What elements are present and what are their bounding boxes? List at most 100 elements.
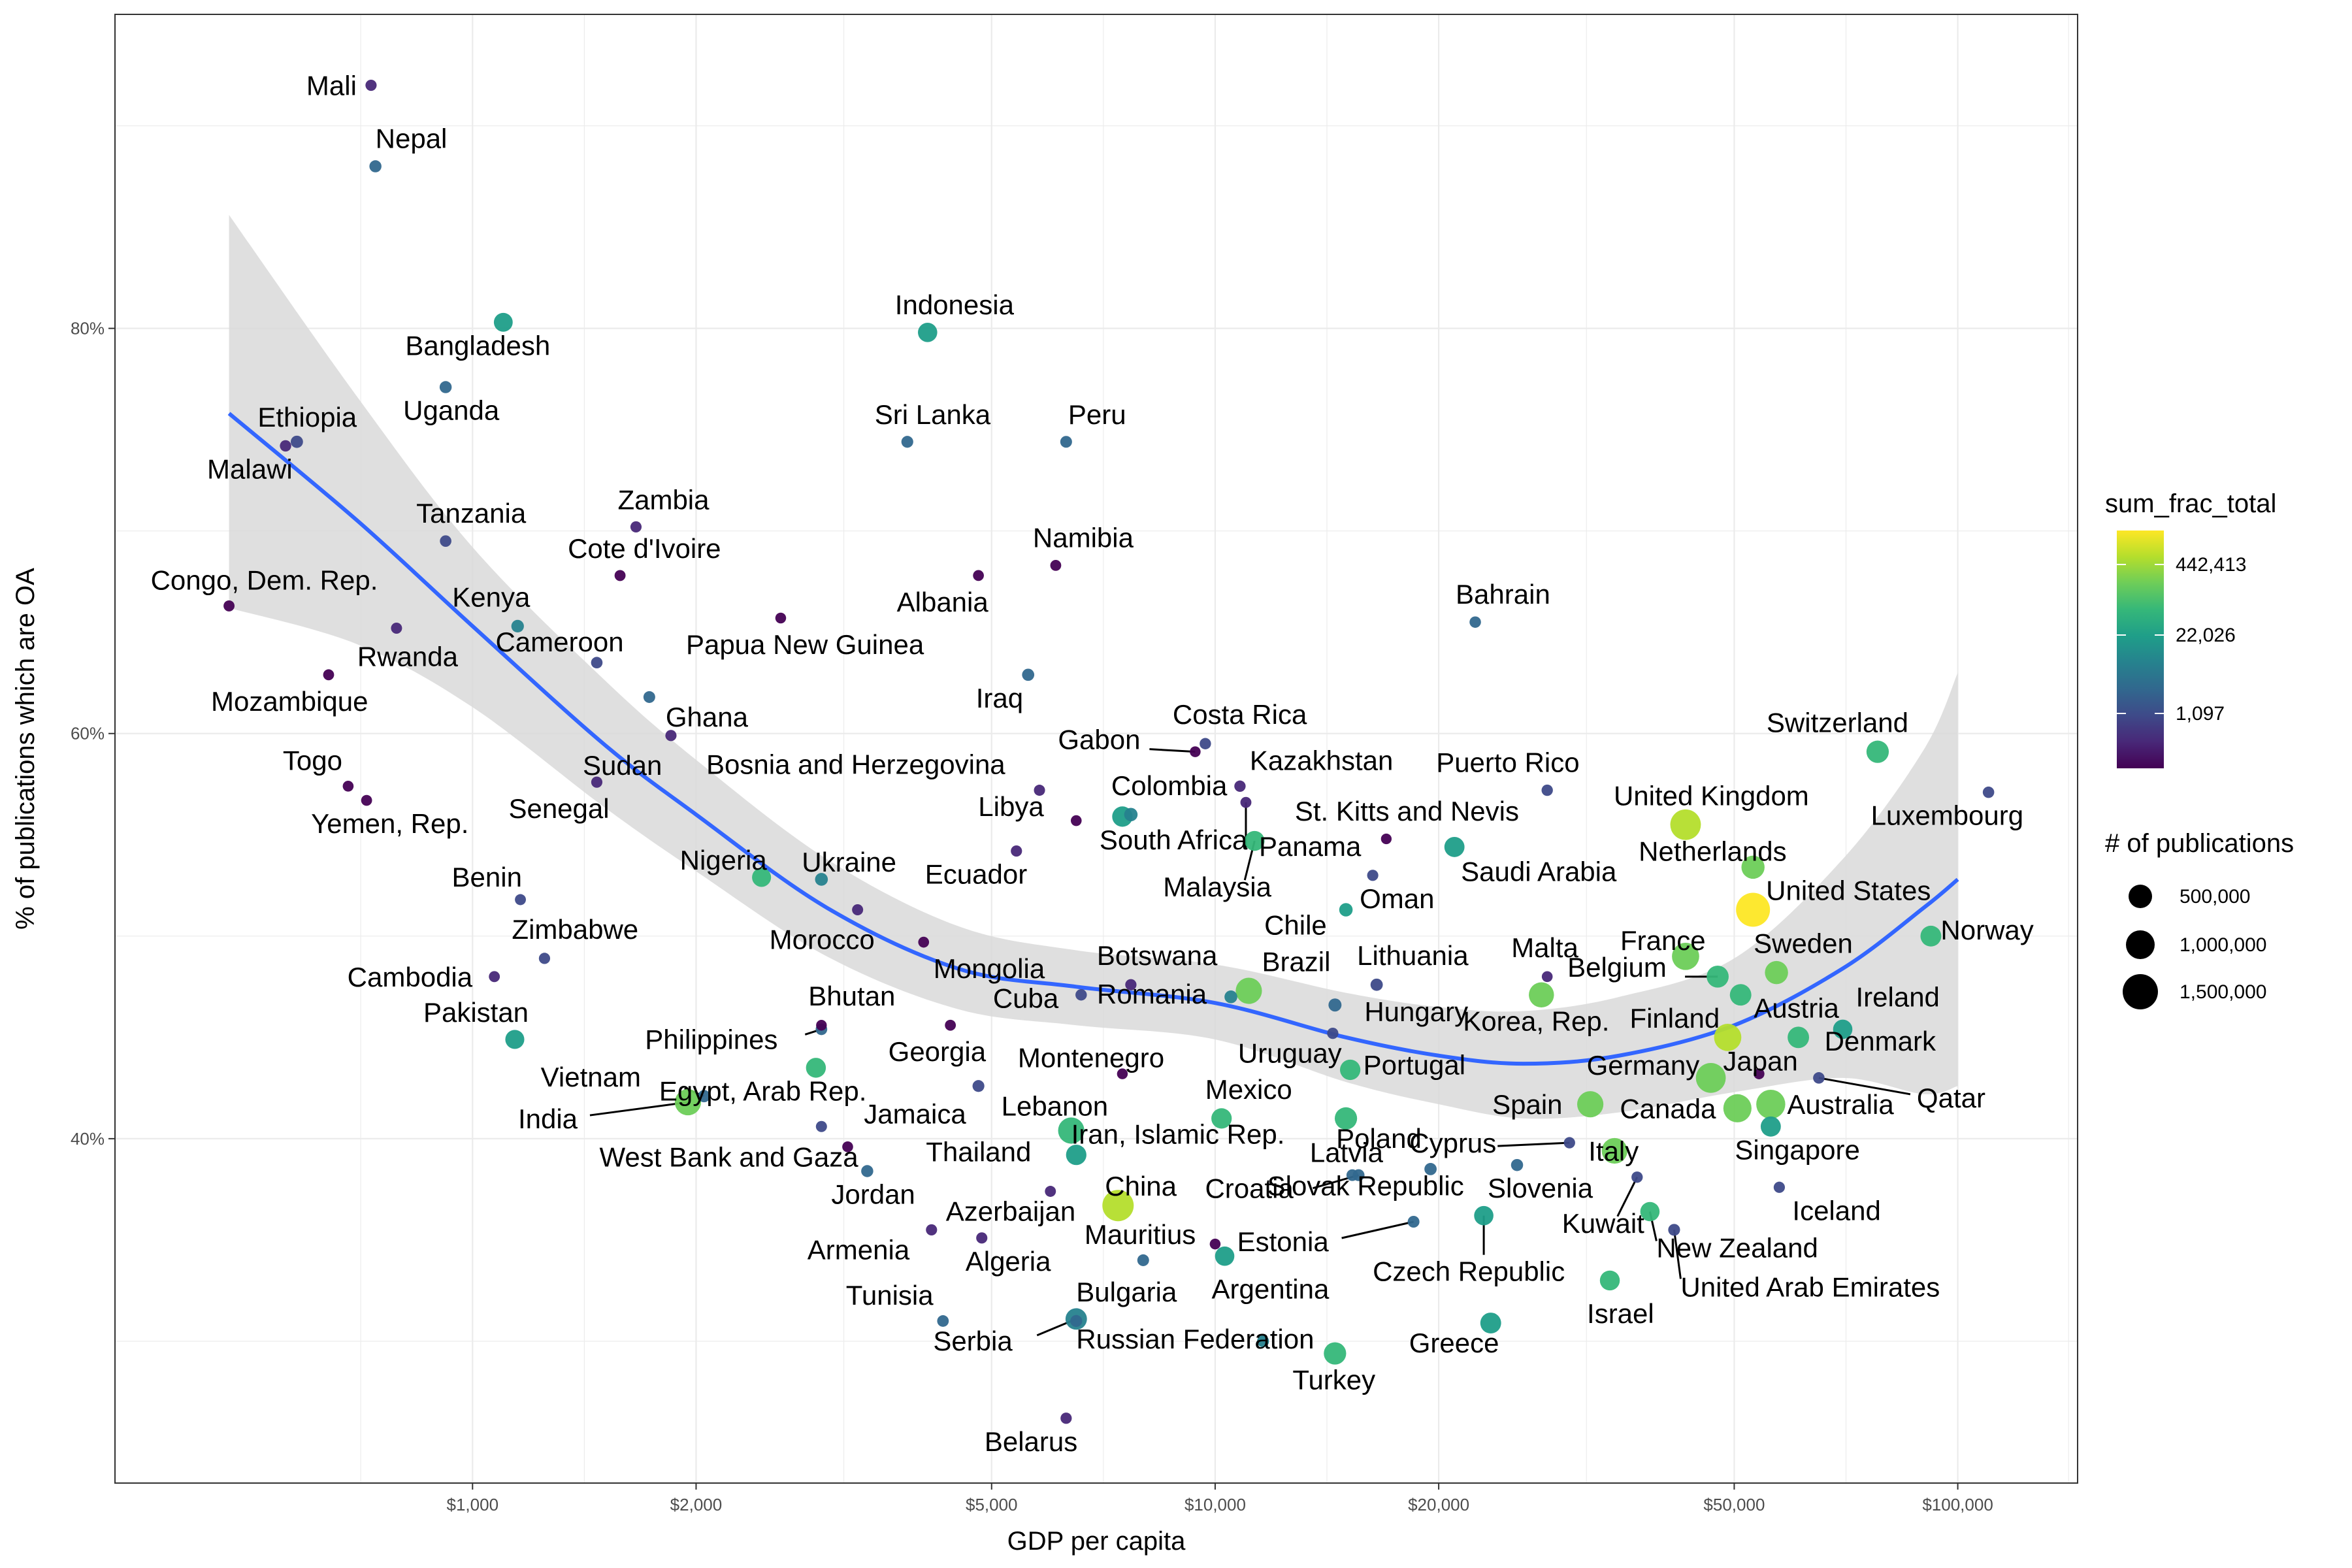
x-tick-label: $2,000 — [670, 1495, 723, 1514]
point-label: Bhutan — [808, 981, 895, 1011]
point-label: United States — [1766, 875, 1931, 906]
data-point — [1070, 1315, 1083, 1328]
point-label: Spain — [1492, 1089, 1562, 1120]
data-point — [591, 657, 603, 669]
data-point — [538, 953, 551, 964]
point-label: Estonia — [1237, 1226, 1330, 1257]
point-label: Belarus — [985, 1426, 1077, 1457]
point-label: Ireland — [1856, 981, 1940, 1012]
point-label: Latvia — [1310, 1137, 1384, 1168]
plot-panel — [114, 14, 2078, 1484]
point-label: Montenegro — [1018, 1043, 1164, 1073]
data-point — [1370, 978, 1383, 991]
point-label: Israel — [1587, 1298, 1654, 1329]
point-label: Costa Rica — [1173, 699, 1307, 730]
data-point — [1060, 436, 1072, 448]
data-point — [1066, 1145, 1086, 1166]
point-label: Philippines — [645, 1024, 777, 1054]
leader-line — [1616, 1177, 1639, 1217]
data-point — [1367, 870, 1379, 881]
point-label: Zambia — [617, 484, 710, 515]
point-label: Iceland — [1792, 1195, 1880, 1226]
point-label: St. Kitts and Nevis — [1295, 796, 1519, 826]
label-leader-lines — [589, 748, 1911, 1337]
point-label: Qatar — [1917, 1083, 1985, 1113]
data-point — [515, 894, 526, 906]
data-point — [1736, 892, 1771, 927]
data-point — [674, 1088, 702, 1116]
point-label: Mali — [306, 71, 357, 101]
data-point — [1075, 989, 1087, 1001]
data-point — [1563, 1137, 1575, 1149]
point-label: Canada — [1620, 1093, 1716, 1124]
point-label: Uruguay — [1238, 1038, 1342, 1069]
point-label: Morocco — [770, 924, 875, 955]
data-point — [1334, 1107, 1358, 1130]
leader-line — [1673, 1230, 1682, 1279]
point-label: Argentina — [1212, 1274, 1330, 1305]
data-point — [1045, 1186, 1056, 1197]
point-label: Tunisia — [846, 1280, 934, 1311]
data-point — [1346, 1169, 1358, 1181]
data-point — [1234, 780, 1246, 792]
point-label: United Kingdom — [1614, 780, 1809, 811]
x-tick-label: $5,000 — [966, 1495, 1018, 1514]
data-point — [937, 1315, 949, 1327]
data-point — [1474, 1205, 1494, 1226]
data-point — [1339, 903, 1353, 917]
point-label: Lithuania — [1357, 940, 1469, 971]
data-point — [918, 936, 930, 948]
data-point — [1788, 1026, 1810, 1049]
confidence-band — [229, 214, 1958, 1119]
point-label: Poland — [1336, 1123, 1422, 1154]
data-point — [323, 669, 335, 681]
data-point — [1328, 998, 1342, 1012]
point-label: Saudi Arabia — [1461, 856, 1617, 887]
color-legend-label: 1,097 — [2176, 703, 2225, 725]
point-label: Algeria — [966, 1246, 1051, 1277]
size-legend-key — [2126, 930, 2155, 959]
data-point — [280, 440, 291, 452]
point-label: Egypt, Arab Rep. — [659, 1075, 867, 1106]
data-point — [1011, 845, 1022, 857]
data-point — [1695, 1063, 1726, 1093]
data-point — [1125, 979, 1137, 990]
data-point — [1424, 1162, 1437, 1175]
data-point — [1058, 1117, 1085, 1144]
data-point — [1407, 1215, 1420, 1228]
point-label: Korea, Rep. — [1463, 1006, 1609, 1037]
data-point — [361, 794, 372, 806]
data-point — [752, 868, 772, 887]
data-points — [223, 79, 1995, 1424]
data-point — [1833, 1019, 1853, 1039]
point-label: Hungary — [1364, 996, 1468, 1027]
data-point — [1190, 746, 1201, 757]
point-label: Lebanon — [1002, 1090, 1109, 1121]
point-label: Cyprus — [1409, 1128, 1496, 1158]
data-point — [1577, 1091, 1604, 1118]
point-label: Austria — [1754, 993, 1839, 1024]
data-point — [1982, 786, 1995, 798]
point-label: Nepal — [376, 123, 448, 154]
data-point — [1257, 1335, 1269, 1348]
point-label: Jamaica — [864, 1098, 966, 1129]
data-point — [1631, 1171, 1643, 1183]
point-label: Papua New Guinea — [686, 629, 924, 660]
point-label: Bahrain — [1456, 579, 1550, 610]
data-point — [1511, 1158, 1524, 1171]
data-point — [842, 1141, 853, 1152]
point-label: Namibia — [1033, 522, 1134, 553]
size-legend-key — [2123, 974, 2158, 1009]
data-point — [1773, 1181, 1786, 1193]
leader-line — [1341, 1220, 1414, 1239]
color-legend-label: 442,413 — [2176, 554, 2246, 576]
point-label: Indonesia — [895, 289, 1015, 320]
data-point — [1920, 925, 1942, 947]
point-label: Libya — [978, 791, 1044, 822]
data-point — [926, 1224, 938, 1235]
point-label: Ghana — [666, 702, 749, 732]
x-axis-title: GDP per capita — [1007, 1527, 1186, 1556]
point-label: Romania — [1097, 979, 1207, 1009]
size-legend: # of publications 500,000 1,000,000 1,50… — [2105, 829, 2294, 1009]
data-point — [1480, 1313, 1501, 1334]
